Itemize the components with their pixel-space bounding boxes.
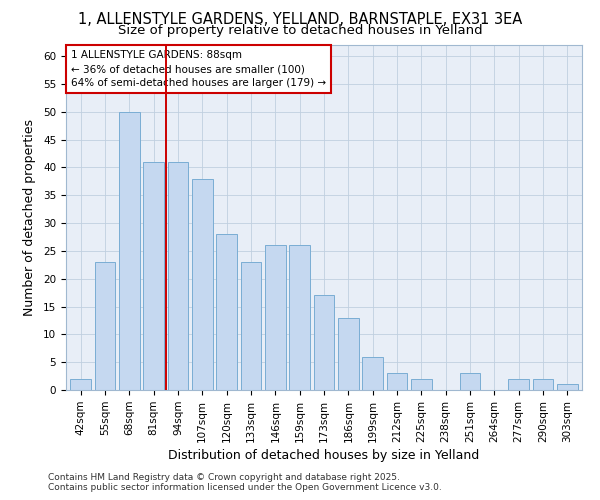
Text: Contains HM Land Registry data © Crown copyright and database right 2025.
Contai: Contains HM Land Registry data © Crown c… xyxy=(48,473,442,492)
Bar xyxy=(241,262,262,390)
Text: Size of property relative to detached houses in Yelland: Size of property relative to detached ho… xyxy=(118,24,482,37)
Y-axis label: Number of detached properties: Number of detached properties xyxy=(23,119,36,316)
Bar xyxy=(557,384,578,390)
Bar xyxy=(143,162,164,390)
Bar xyxy=(289,246,310,390)
Bar xyxy=(119,112,140,390)
Bar xyxy=(314,296,334,390)
Bar xyxy=(411,379,432,390)
Bar xyxy=(70,379,91,390)
Text: 1 ALLENSTYLE GARDENS: 88sqm
← 36% of detached houses are smaller (100)
64% of se: 1 ALLENSTYLE GARDENS: 88sqm ← 36% of det… xyxy=(71,50,326,88)
Bar xyxy=(192,178,212,390)
Bar xyxy=(508,379,529,390)
Bar xyxy=(386,374,407,390)
Bar xyxy=(265,246,286,390)
X-axis label: Distribution of detached houses by size in Yelland: Distribution of detached houses by size … xyxy=(169,449,479,462)
Bar xyxy=(533,379,553,390)
Bar xyxy=(338,318,359,390)
Bar xyxy=(460,374,481,390)
Bar xyxy=(95,262,115,390)
Bar xyxy=(167,162,188,390)
Bar xyxy=(216,234,237,390)
Text: 1, ALLENSTYLE GARDENS, YELLAND, BARNSTAPLE, EX31 3EA: 1, ALLENSTYLE GARDENS, YELLAND, BARNSTAP… xyxy=(78,12,522,28)
Bar xyxy=(362,356,383,390)
